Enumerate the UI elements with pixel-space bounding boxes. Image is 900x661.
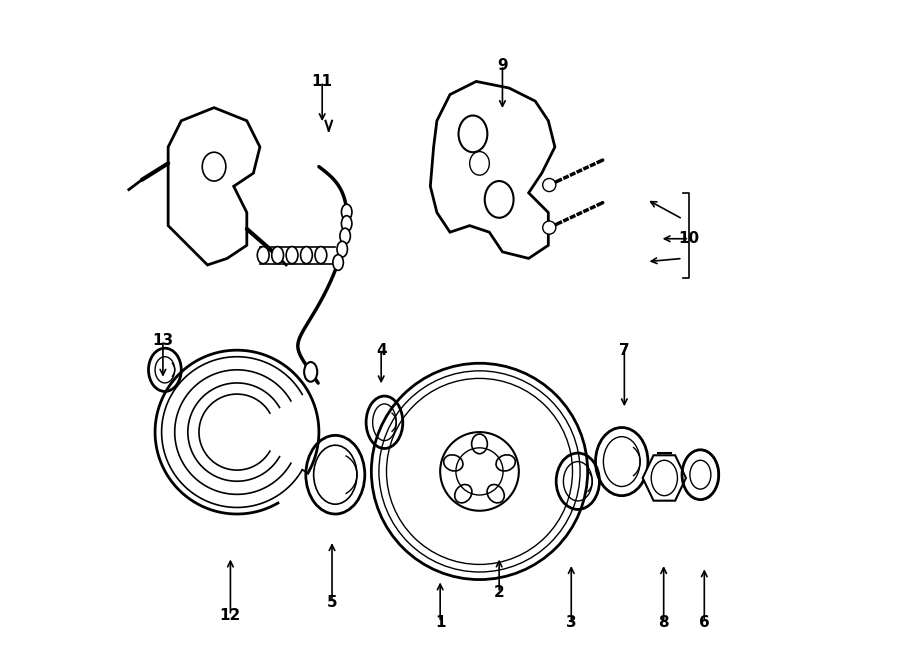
Ellipse shape bbox=[272, 247, 284, 264]
Polygon shape bbox=[643, 455, 686, 500]
Polygon shape bbox=[430, 81, 555, 258]
Text: 4: 4 bbox=[376, 342, 386, 358]
Ellipse shape bbox=[337, 241, 347, 257]
Text: 7: 7 bbox=[619, 342, 630, 358]
Text: 5: 5 bbox=[327, 595, 338, 610]
Text: 2: 2 bbox=[494, 585, 505, 600]
Text: 1: 1 bbox=[435, 615, 446, 630]
Text: 13: 13 bbox=[152, 333, 174, 348]
Ellipse shape bbox=[315, 247, 327, 264]
Text: 11: 11 bbox=[311, 74, 333, 89]
Ellipse shape bbox=[341, 204, 352, 220]
Ellipse shape bbox=[286, 247, 298, 264]
Ellipse shape bbox=[340, 228, 350, 244]
Text: 6: 6 bbox=[699, 615, 710, 630]
Text: 8: 8 bbox=[659, 615, 669, 630]
Ellipse shape bbox=[304, 362, 318, 381]
Circle shape bbox=[543, 221, 556, 234]
Text: 10: 10 bbox=[679, 231, 700, 247]
Ellipse shape bbox=[341, 215, 352, 231]
Ellipse shape bbox=[301, 247, 312, 264]
Ellipse shape bbox=[257, 247, 269, 264]
Circle shape bbox=[543, 178, 556, 192]
Text: 3: 3 bbox=[566, 615, 577, 630]
Polygon shape bbox=[168, 108, 260, 265]
Text: 9: 9 bbox=[497, 58, 508, 73]
Ellipse shape bbox=[333, 254, 344, 270]
Text: 12: 12 bbox=[220, 608, 241, 623]
